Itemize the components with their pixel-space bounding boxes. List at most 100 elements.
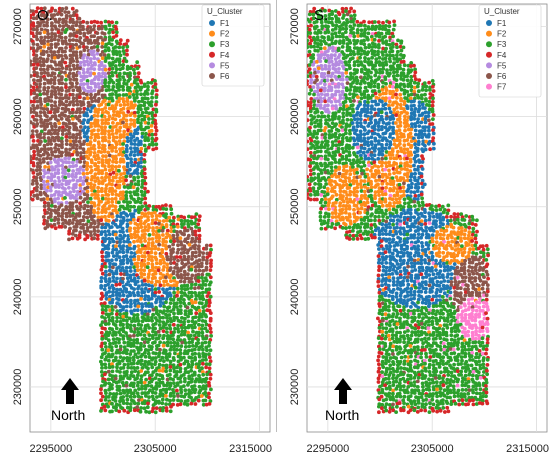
cluster-point [71, 53, 76, 57]
cluster-point [110, 87, 115, 92]
cluster-point [38, 78, 43, 83]
cluster-point [327, 16, 332, 21]
cluster-point [172, 290, 177, 295]
cluster-point [322, 46, 327, 51]
cluster-point [185, 305, 190, 310]
cluster-point [377, 39, 381, 43]
cluster-point [147, 304, 151, 308]
cluster-point [388, 156, 393, 161]
cluster-point [136, 182, 141, 187]
cluster-point [81, 41, 86, 46]
cluster-point [200, 379, 204, 384]
cluster-point [175, 365, 179, 370]
cluster-point [107, 214, 111, 219]
cluster-point [204, 314, 209, 319]
cluster-point [406, 93, 411, 97]
cluster-point [320, 24, 325, 28]
cluster-point [60, 145, 64, 150]
cluster-point [182, 244, 187, 249]
cluster-point [353, 131, 357, 136]
cluster-point [117, 114, 121, 118]
cluster-point [308, 100, 313, 105]
cluster-point [124, 331, 128, 335]
cluster-point [356, 51, 360, 56]
cluster-point [383, 98, 388, 103]
cluster-point [61, 20, 65, 25]
cluster-point [42, 183, 47, 188]
cluster-point [56, 20, 61, 24]
cluster-point [165, 315, 169, 320]
cluster-point [70, 84, 75, 89]
cluster-point [348, 48, 353, 53]
cluster-point [133, 208, 138, 213]
cluster-point [172, 278, 177, 283]
cluster-point [132, 118, 137, 123]
cluster-point [102, 287, 107, 292]
cluster-point [42, 88, 47, 92]
cluster-point [358, 89, 362, 94]
cluster-point [352, 52, 357, 57]
cluster-point [59, 54, 64, 58]
cluster-point [97, 85, 102, 90]
cluster-point [132, 246, 136, 251]
cluster-point [320, 140, 325, 145]
cluster-point [326, 24, 330, 29]
cluster-point [316, 66, 321, 71]
cluster-point [107, 272, 112, 277]
cluster-point [100, 196, 105, 201]
cluster-point [140, 386, 144, 391]
cluster-point [158, 358, 163, 363]
cluster-point [111, 293, 115, 298]
cluster-point [315, 59, 319, 64]
cluster-point [326, 88, 331, 93]
cluster-point [124, 254, 129, 258]
cluster-point [200, 286, 205, 290]
cluster-point [120, 280, 125, 285]
cluster-point [186, 272, 190, 277]
cluster-point [85, 215, 90, 220]
cluster-point [151, 204, 156, 209]
cluster-point [56, 42, 60, 46]
cluster-point [89, 181, 93, 186]
cluster-point [330, 169, 334, 173]
cluster-point [157, 235, 162, 240]
cluster-point [307, 12, 312, 17]
cluster-point [197, 218, 202, 223]
cluster-point [362, 103, 367, 108]
cluster-point [100, 258, 105, 263]
cluster-point [316, 42, 320, 46]
cluster-point [196, 330, 201, 335]
cluster-point [171, 271, 176, 276]
cluster-point [142, 278, 147, 283]
cluster-point [81, 91, 86, 96]
cluster-point [341, 121, 345, 125]
cluster-point [140, 329, 145, 334]
cluster-point [396, 38, 400, 43]
cluster-point [135, 327, 140, 331]
cluster-point [64, 138, 69, 143]
cluster-point [136, 175, 141, 180]
cluster-point [409, 92, 414, 97]
cluster-point [158, 261, 163, 266]
cluster-point [110, 62, 115, 67]
cluster-point [67, 118, 71, 123]
cluster-point [131, 384, 136, 389]
cluster-point [175, 383, 180, 387]
cluster-point [114, 402, 119, 407]
cluster-point [140, 197, 144, 202]
cluster-point [165, 334, 170, 338]
cluster-point [405, 167, 409, 172]
cluster-point [157, 242, 162, 247]
cluster-point [124, 314, 129, 319]
cluster-point [125, 300, 130, 304]
cluster-point [162, 260, 167, 265]
cluster-point [176, 394, 180, 398]
cluster-point [391, 53, 395, 58]
cluster-point [154, 300, 158, 305]
cluster-point [41, 197, 46, 202]
cluster-point [337, 167, 341, 171]
cluster-point [124, 373, 129, 377]
cluster-point [183, 345, 188, 349]
cluster-point [394, 156, 399, 161]
cluster-point [140, 304, 145, 309]
